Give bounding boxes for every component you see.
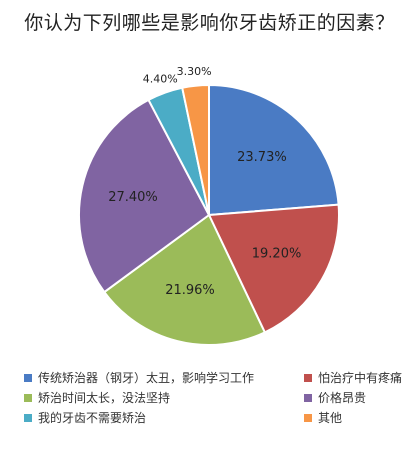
legend-swatch xyxy=(24,373,32,382)
legend-item-1: 怕治疗中有疼痛 xyxy=(304,369,402,386)
legend-item-0: 传统矫治器（钢牙）太丑，影响学习工作 xyxy=(24,369,254,386)
slice-label-3: 27.40% xyxy=(108,190,158,205)
legend-label: 矫治时间太长，没法坚持 xyxy=(38,391,171,405)
legend-label: 传统矫治器（钢牙）太丑，影响学习工作 xyxy=(38,371,255,385)
legend-swatch xyxy=(24,393,32,402)
legend-item-4: 我的牙齿不需要矫治 xyxy=(24,409,146,426)
legend-item-3: 价格昂贵 xyxy=(304,389,366,406)
legend-swatch xyxy=(304,413,312,422)
legend-item-2: 矫治时间太长，没法坚持 xyxy=(24,389,170,406)
legend-swatch xyxy=(304,393,312,402)
slice-label-5: 3.30% xyxy=(177,65,212,78)
slice-label-1: 19.20% xyxy=(252,247,302,262)
slice-label-4: 4.40% xyxy=(143,73,178,86)
pie-slice-3 xyxy=(78,98,211,294)
legend-swatch xyxy=(24,413,32,422)
pie-slice-5 xyxy=(181,83,210,216)
legend-label: 我的牙齿不需要矫治 xyxy=(38,411,147,425)
pie-slice-0 xyxy=(208,83,340,217)
legend-label: 价格昂贵 xyxy=(318,391,367,405)
pie-slice-1 xyxy=(207,203,340,334)
slice-label-2: 21.96% xyxy=(165,283,215,298)
chart-title: 你认为下列哪些是影响你牙齿矫正的因素？ xyxy=(24,12,395,34)
slice-label-0: 23.73% xyxy=(237,150,287,165)
legend-item-5: 其他 xyxy=(304,409,342,426)
legend-label: 怕治疗中有疼痛 xyxy=(318,371,403,385)
pie-slice-2 xyxy=(102,213,267,346)
legend-swatch xyxy=(304,373,312,382)
legend-label: 其他 xyxy=(318,411,343,425)
